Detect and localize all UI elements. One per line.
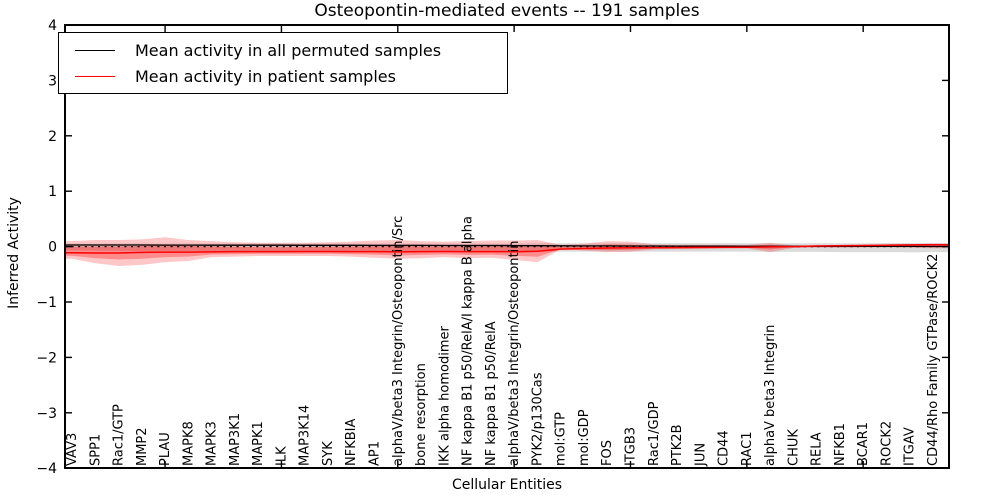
x-tick-label: mol:GDP — [577, 409, 592, 466]
x-tick-label: MAP3K14 — [298, 405, 313, 466]
plot-content-group — [65, 237, 949, 266]
x-tick-label: NF kappa B1 p50/RelA/I kappa B alpha — [461, 216, 476, 466]
x-tick-label: PTK2B — [670, 425, 685, 467]
x-tick-label: RELA — [810, 432, 825, 466]
x-tick-label: ITGB3 — [623, 427, 638, 466]
plot-border — [64, 24, 950, 469]
x-tick-label: PLAU — [158, 432, 173, 466]
x-tick-label: MAPK3 — [205, 421, 220, 466]
legend-line-sample — [75, 75, 115, 77]
y-tick-label: 4 — [48, 18, 57, 34]
x-tick-label: alphaV/beta3 Integrin/Osteopontin — [507, 241, 522, 466]
x-tick-label: MAPK8 — [181, 421, 196, 466]
x-tick-label: NFKBIA — [344, 419, 359, 466]
legend-label: Mean activity in patient samples — [135, 66, 396, 86]
x-tick-label: FOS — [600, 440, 615, 466]
x-tick-label: CD44/Rho Family GTPase/ROCK2 — [926, 254, 941, 466]
legend-row: Mean activity in all permuted samples — [69, 41, 497, 60]
legend-label: Mean activity in all permuted samples — [135, 40, 442, 60]
x-tick-label: NFKB1 — [833, 423, 848, 466]
x-tick-label: Rac1/GTP — [112, 404, 127, 466]
y-tick-label: −1 — [36, 295, 57, 311]
x-tick-label: ITGAV — [903, 427, 918, 466]
chart-title: Osteopontin-mediated events -- 191 sampl… — [314, 1, 700, 21]
x-tick-label: ROCK2 — [879, 421, 894, 466]
y-tick-label: −3 — [36, 406, 57, 422]
x-tick-label: RAC1 — [740, 431, 755, 466]
x-tick-label: VAV3 — [65, 433, 80, 466]
x-tick-label: JUN — [693, 443, 708, 467]
x-tick-label: mol:GTP — [554, 412, 569, 466]
x-tick-label: PYK2/p130Cas — [530, 372, 545, 466]
x-tick-label: ILK — [274, 446, 289, 466]
y-axis-title: Inferred Activity — [6, 197, 22, 309]
x-axis-title: Cellular Entities — [451, 477, 563, 493]
legend-row: Mean activity in patient samples — [69, 67, 497, 86]
y-tick-label: −4 — [36, 461, 57, 477]
x-tick-label: IKK alpha homodimer — [437, 325, 452, 466]
x-tick-label: BCAR1 — [856, 422, 871, 466]
x-tick-label: alphaV/beta3 Integrin/Osteopontin/Src — [391, 216, 406, 466]
x-tick-label: alphaV beta3 Integrin — [763, 325, 778, 466]
y-tick-label: 2 — [48, 129, 57, 145]
x-tick-label: MAPK1 — [251, 421, 266, 466]
legend: Mean activity in all permuted samples Mea… — [58, 32, 508, 94]
y-tick-label: 1 — [48, 184, 57, 200]
x-tick-label: SPP1 — [88, 434, 103, 466]
y-tick-label: −2 — [36, 350, 57, 366]
x-tick-label: CHUK — [786, 429, 801, 466]
x-tick-label: NF kappa B1 p50/RelA — [484, 321, 499, 466]
legend-line-sample — [75, 49, 115, 51]
x-tick-label: bone resorption — [414, 363, 429, 466]
x-tick-label: AP1 — [368, 441, 383, 466]
y-tick-label: 3 — [48, 73, 57, 89]
x-tick-label: SYK — [321, 441, 336, 466]
series-line-patient — [65, 243, 949, 254]
x-tick-label: CD44 — [717, 430, 732, 466]
x-tick-label: MMP2 — [135, 427, 150, 466]
y-tick-label: 0 — [48, 240, 57, 256]
x-tick-label: MAP3K1 — [228, 413, 243, 466]
x-tick-label: Rac1/GDP — [647, 401, 662, 466]
